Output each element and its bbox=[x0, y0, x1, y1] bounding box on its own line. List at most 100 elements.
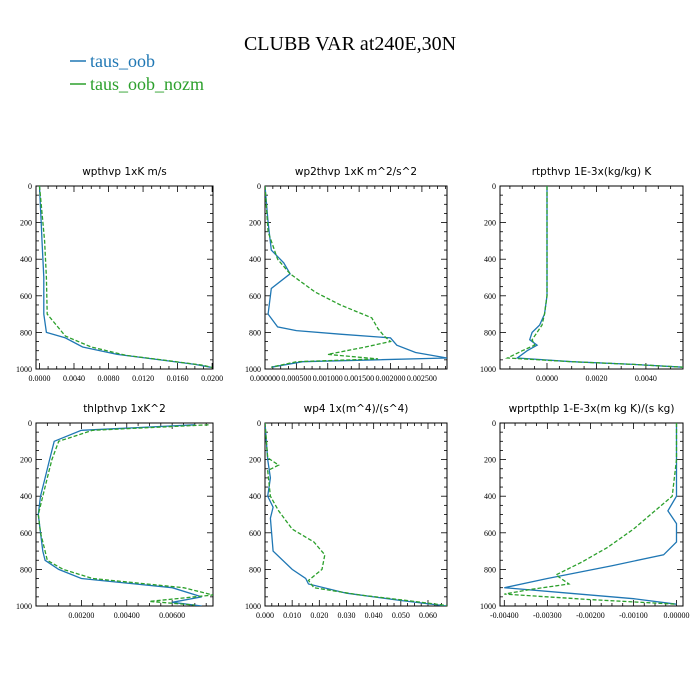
series-line-taus-oob-nozm bbox=[37, 424, 213, 606]
plot-frame bbox=[35, 422, 214, 607]
legend-label-taus-oob-nozm: taus_oob_nozm bbox=[90, 74, 204, 94]
panel-title: rtpthvp 1E-3x(kg/kg) K bbox=[532, 166, 653, 178]
series-line-taus-oob-nozm bbox=[504, 423, 678, 605]
y-tick-label: 400 bbox=[484, 492, 496, 501]
y-tick-label: 0 bbox=[257, 419, 261, 428]
panel-title: wp4 1x(m^4)/(s^4) bbox=[304, 403, 409, 415]
y-tick-label: 800 bbox=[20, 328, 32, 337]
y-tick-label: 600 bbox=[20, 292, 32, 301]
y-tick-label: 0 bbox=[492, 182, 496, 191]
y-tick-label: 400 bbox=[20, 492, 32, 501]
y-tick-label: 600 bbox=[249, 292, 261, 301]
y-tick-label: 1000 bbox=[245, 365, 261, 374]
y-tick-label: 1000 bbox=[480, 365, 496, 374]
x-tick-label: 0.000500 bbox=[281, 374, 311, 383]
y-tick-label: 1000 bbox=[16, 602, 32, 611]
panel-title: thlpthvp 1xK^2 bbox=[83, 403, 166, 415]
panel-title: wprtpthlp 1-E-3x(m kg K)/(s kg) bbox=[509, 403, 675, 415]
x-tick-label: -0.00400 bbox=[490, 611, 519, 620]
x-tick-label: -0.00100 bbox=[619, 611, 648, 620]
y-tick-label: 600 bbox=[484, 292, 496, 301]
x-tick-label: 0.050 bbox=[392, 611, 410, 620]
x-tick-label: 0.00400 bbox=[114, 611, 140, 620]
series-line-taus-oob bbox=[265, 423, 447, 606]
panel-2: wp2thvp 1xK m^2/s^2020040060080010000.00… bbox=[245, 166, 448, 383]
figure-title: CLUBB VAR at240E,30N bbox=[244, 33, 456, 55]
x-tick-label: 0.0080 bbox=[98, 374, 120, 383]
y-tick-label: 400 bbox=[249, 255, 261, 264]
legend-label-taus-oob: taus_oob bbox=[90, 51, 155, 71]
x-tick-label: 0.001000 bbox=[313, 374, 343, 383]
y-tick-label: 1000 bbox=[480, 602, 496, 611]
legend: taus_oob taus_oob_nozm bbox=[70, 51, 204, 94]
plot-frame bbox=[264, 185, 448, 370]
y-tick-label: 200 bbox=[484, 219, 496, 228]
x-tick-label: 0.0120 bbox=[132, 374, 154, 383]
y-tick-label: 200 bbox=[249, 456, 261, 465]
y-tick-label: 400 bbox=[20, 255, 32, 264]
series-line-taus-oob-nozm bbox=[504, 186, 683, 368]
y-tick-label: 0 bbox=[28, 419, 32, 428]
y-tick-label: 800 bbox=[249, 328, 261, 337]
y-tick-label: 200 bbox=[249, 219, 261, 228]
x-tick-label: 0.040 bbox=[365, 611, 383, 620]
y-tick-label: 400 bbox=[484, 255, 496, 264]
x-tick-label: 0.0040 bbox=[63, 374, 85, 383]
x-tick-label: 0.001500 bbox=[344, 374, 374, 383]
x-tick-label: 0.030 bbox=[337, 611, 355, 620]
series-line-taus-oob bbox=[38, 186, 211, 368]
y-tick-label: 200 bbox=[484, 456, 496, 465]
x-tick-label: 0.0040 bbox=[635, 374, 657, 383]
y-tick-label: 800 bbox=[484, 328, 496, 337]
y-tick-label: 0 bbox=[28, 182, 32, 191]
series-line-taus-oob bbox=[265, 186, 447, 368]
series-line-taus-oob-nozm bbox=[38, 186, 213, 369]
y-tick-label: 600 bbox=[249, 529, 261, 538]
panel-3: rtpthvp 1E-3x(kg/kg) K 0 200 400 600 800 1000 0… bbox=[480, 166, 684, 383]
y-tick-label: 200 bbox=[20, 456, 32, 465]
panel-title: wpthvp 1xK m/s bbox=[82, 166, 167, 178]
x-tick-label: 0.0020 bbox=[585, 374, 607, 383]
panel-title: wp2thvp 1xK m^2/s^2 bbox=[295, 166, 417, 178]
x-tick-label: -0.00300 bbox=[533, 611, 562, 620]
x-tick-label: 0.00200 bbox=[68, 611, 94, 620]
y-tick-label: 1000 bbox=[245, 602, 261, 611]
y-tick-label: 400 bbox=[249, 492, 261, 501]
panel-4: thlpthvp 1xK^2 0 200 400 600 800 1000 0.00200 0.… bbox=[16, 403, 214, 620]
series-line-taus-oob-nozm bbox=[265, 186, 392, 368]
x-tick-label: 0.010 bbox=[283, 611, 301, 620]
plot-frame bbox=[35, 185, 214, 370]
x-tick-label: 0.0200 bbox=[201, 374, 223, 383]
x-tick-label: 0.002000 bbox=[376, 374, 406, 383]
x-tick-label: 0.020 bbox=[310, 611, 328, 620]
plot-frame bbox=[264, 422, 448, 607]
y-tick-label: 0 bbox=[257, 182, 261, 191]
x-tick-label: 0.060 bbox=[419, 611, 437, 620]
y-tick-label: 600 bbox=[20, 529, 32, 538]
x-tick-label: 0.00600 bbox=[159, 611, 185, 620]
y-tick-label: 800 bbox=[249, 565, 261, 574]
plot-frame bbox=[499, 422, 684, 607]
series-line-taus-oob bbox=[515, 186, 683, 368]
x-tick-label: 0.0160 bbox=[167, 374, 189, 383]
y-tick-label: 600 bbox=[484, 529, 496, 538]
x-tick-label: 0.000000 bbox=[250, 374, 280, 383]
y-tick-label: 0 bbox=[492, 419, 496, 428]
x-tick-label: -0.00200 bbox=[576, 611, 605, 620]
series-line-taus-oob-nozm bbox=[265, 423, 447, 606]
series-line-taus-oob bbox=[504, 423, 678, 605]
x-tick-label: 0.0000 bbox=[28, 374, 50, 383]
y-tick-label: 800 bbox=[484, 565, 496, 574]
x-tick-label: 0.00000 bbox=[664, 611, 690, 620]
y-tick-label: 200 bbox=[20, 219, 32, 228]
y-tick-label: 800 bbox=[20, 565, 32, 574]
x-tick-label: 0.002500 bbox=[407, 374, 437, 383]
panel-6: wprtpthlp 1-E-3x(m kg K)/(s kg) 0 200 400 60… bbox=[480, 403, 690, 620]
y-tick-label: 1000 bbox=[16, 365, 32, 374]
x-tick-label: 0.000 bbox=[256, 611, 274, 620]
plot-frame bbox=[499, 185, 684, 370]
